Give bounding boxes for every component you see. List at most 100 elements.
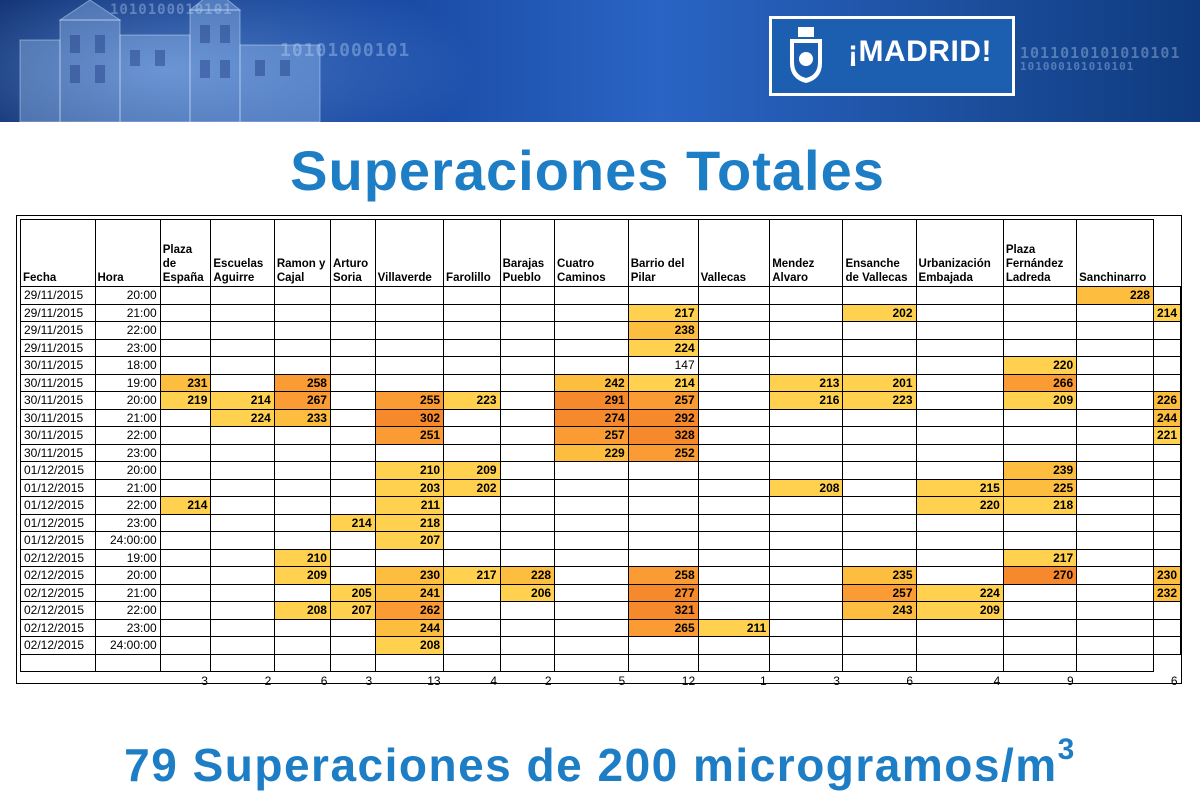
value-cell [159,618,212,637]
empty-cell [499,653,556,672]
value-cell [159,461,212,480]
date-cell: 29/11/2015 [20,303,96,322]
value-cell [554,583,629,602]
value-cell: 209 [1002,391,1078,410]
value-cell [915,356,1004,375]
value-cell [842,286,917,305]
value-cell [210,618,275,637]
date-cell: 01/12/2015 [20,513,96,532]
totals-row: 3 2 6 3 13 4 2 5 12 1 3 6 4 9 6 [21,672,1181,691]
value-cell [769,356,844,375]
value-cell [329,356,376,375]
value-cell [697,408,771,427]
value-cell [1002,303,1078,322]
value-cell [627,548,699,567]
value-cell [329,548,376,567]
value-cell [210,513,275,532]
column-header: Arturo Soria [329,219,376,287]
value-cell [842,618,917,637]
value-cell [769,566,844,585]
value-cell [499,443,556,462]
empty-cell [769,653,844,672]
column-header: Barajas Pueblo [499,219,556,287]
value-cell [499,303,556,322]
column-header: Ramon y Cajal [273,219,331,287]
value-cell [769,321,844,340]
value-cell: 224 [915,583,1004,602]
value-cell [1002,338,1078,357]
value-cell [329,338,376,357]
empty-cell [95,672,160,691]
value-cell [915,566,1004,585]
value-cell [842,478,917,497]
value-cell: 239 [1002,461,1078,480]
count-cell: 9 [1066,674,1074,688]
value-cell [210,548,275,567]
value-cell [769,601,844,620]
empty-cell [915,653,1004,672]
time-cell: 21:00 [94,303,161,322]
value-cell [210,566,275,585]
count-cell: 6 [320,674,328,688]
table-row: 02/12/2015 23:00 244 265 211 [20,618,1182,637]
value-cell [273,356,331,375]
value-cell: 241 [374,583,445,602]
value-cell [329,531,376,550]
value-cell [1002,286,1078,305]
value-cell: 233 [273,408,331,427]
value-cell [210,478,275,497]
value-cell: 207 [374,531,445,550]
value-cell: 214 [210,391,275,410]
value-cell [915,548,1004,567]
value-cell: 266 [1002,373,1078,392]
value-cell [159,636,212,655]
value-cell: 328 [627,426,699,445]
value-cell [697,321,771,340]
value-cell [1076,496,1154,515]
value-cell [697,566,771,585]
value-cell [329,478,376,497]
date-cell: 01/12/2015 [20,531,96,550]
value-cell [842,548,917,567]
value-cell [1076,356,1154,375]
value-cell [915,513,1004,532]
value-cell [915,426,1004,445]
value-cell [329,443,376,462]
table-row: 01/12/2015 21:00 203 202 208 215 225 [20,478,1182,497]
column-header: Escuelas Aguirre [210,219,275,287]
value-cell [159,583,212,602]
table-row: 02/12/2015 22:00 208 207 262 321 243 209 [20,601,1182,620]
value-cell [842,443,917,462]
value-cell [374,338,445,357]
column-header: Mendez Alvaro [769,219,844,287]
value-cell: 228 [499,566,556,585]
count-cell: 12 [681,674,696,688]
count-cell: 6 [1170,673,1178,688]
empty-cell [159,653,212,672]
value-cell: 230 [1152,566,1182,585]
time-cell: 19:00 [94,373,161,392]
value-cell [329,636,376,655]
value-cell [769,461,844,480]
value-cell: 262 [374,601,445,620]
binary-text: 10101000101 [280,40,411,61]
value-cell [499,356,556,375]
value-cell [627,636,699,655]
value-cell: 211 [697,618,771,637]
value-cell [915,618,1004,637]
column-header: Barrio del Pilar [627,219,699,287]
column-header: Farolillo [443,219,501,287]
table-row: 01/12/2015 20:00 210 209 239 [20,461,1182,480]
value-cell [499,496,556,515]
value-cell [842,408,917,427]
value-cell [769,443,844,462]
value-cell [273,461,331,480]
value-cell [273,583,331,602]
value-cell [159,566,212,585]
date-cell: 02/12/2015 [20,548,96,567]
value-cell [210,496,275,515]
date-cell: 29/11/2015 [20,286,96,305]
count-cell: 4 [993,674,1001,688]
value-cell [1076,548,1154,567]
value-cell: 202 [443,478,501,497]
